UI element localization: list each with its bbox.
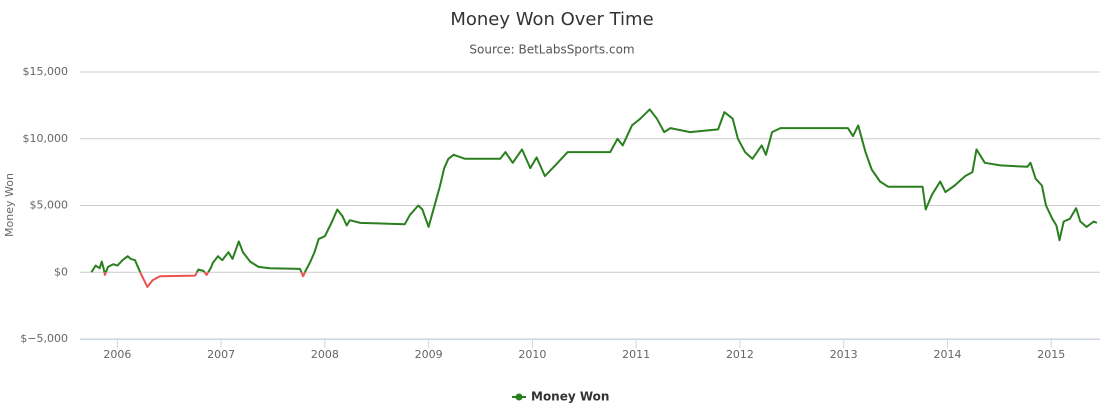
x-tick-label: 2007 xyxy=(207,348,235,361)
x-tick-label: 2015 xyxy=(1037,348,1065,361)
series-line xyxy=(90,108,1098,273)
x-tick-label: 2010 xyxy=(518,348,546,361)
chart-subtitle: Source: BetLabsSports.com xyxy=(469,43,634,57)
x-tick-label: 2009 xyxy=(415,348,443,361)
y-tick-label: $15,000 xyxy=(23,65,69,78)
legend-marker xyxy=(515,393,523,401)
y-tick-label: $−5,000 xyxy=(20,332,68,345)
y-tick-label: $5,000 xyxy=(30,199,69,212)
y-tick-label: $0 xyxy=(54,265,68,278)
legend-label: Money Won xyxy=(531,390,609,404)
series-line-negative xyxy=(91,272,307,288)
x-tick-label: 2013 xyxy=(830,348,858,361)
x-tick-label: 2011 xyxy=(622,348,650,361)
x-tick-label: 2014 xyxy=(933,348,961,361)
x-tick-label: 2008 xyxy=(311,348,339,361)
chart-title: Money Won Over Time xyxy=(450,9,653,30)
y-axis-label: Money Won xyxy=(3,173,16,237)
x-tick-label: 2006 xyxy=(103,348,131,361)
x-tick-label: 2012 xyxy=(726,348,754,361)
y-tick-label: $10,000 xyxy=(23,132,69,145)
